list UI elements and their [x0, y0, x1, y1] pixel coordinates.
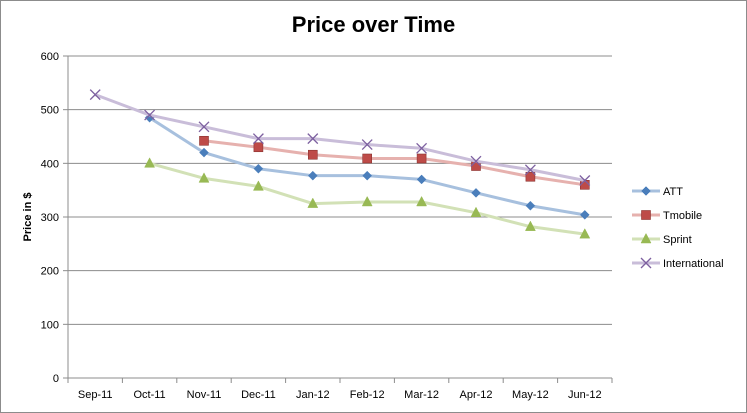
y-tick-label: 100 — [41, 319, 59, 331]
x-tick-label: Nov-11 — [187, 389, 222, 401]
data-point-tmobile — [307, 149, 318, 160]
data-point-international — [307, 133, 319, 145]
data-point-att — [579, 209, 590, 220]
data-point-att — [362, 170, 373, 181]
series-group — [89, 89, 591, 239]
series-tmobile — [199, 135, 590, 190]
legend-item-tmobile: Tmobile — [632, 210, 702, 222]
series-line-international — [94, 93, 586, 182]
data-point-tmobile — [253, 142, 264, 153]
x-tick-label: May-12 — [512, 389, 549, 401]
data-point-international — [416, 142, 428, 154]
y-tick-label: 0 — [53, 373, 59, 385]
series-international — [89, 89, 591, 186]
legend-marker — [641, 210, 651, 220]
data-point-international — [361, 139, 373, 151]
y-tick-label: 300 — [41, 212, 59, 224]
legend-label: Tmobile — [663, 210, 702, 222]
legend: ATT Tmobile Sprint International — [632, 186, 724, 270]
data-point-att — [471, 187, 481, 198]
chart-title: Price over Time — [291, 12, 456, 37]
x-tick-label: Mar-12 — [404, 389, 439, 401]
data-point-international — [252, 133, 264, 145]
data-point-att — [253, 163, 264, 174]
y-tick-labels: 0 100 200 300 400 500 600 — [41, 51, 59, 385]
axes — [63, 55, 613, 383]
data-point-international — [144, 109, 156, 121]
y-tick-label: 600 — [41, 51, 59, 63]
legend-label: International — [663, 258, 724, 270]
legend-item-att: ATT — [632, 186, 683, 198]
data-point-tmobile — [199, 135, 209, 146]
x-tick-label: Sep-11 — [78, 389, 113, 401]
series-line-tmobile — [203, 139, 586, 187]
y-tick-label: 500 — [41, 105, 59, 117]
data-point-sprint — [416, 195, 428, 207]
data-point-sprint — [361, 195, 373, 207]
x-tick-label: Feb-12 — [350, 389, 385, 401]
data-point-att — [199, 147, 209, 158]
legend-label: Sprint — [663, 234, 692, 246]
data-point-sprint — [470, 206, 482, 217]
legend-label: ATT — [663, 186, 683, 198]
x-tick-label: Oct-11 — [133, 389, 165, 401]
data-point-international — [579, 175, 591, 186]
data-point-att — [525, 200, 536, 211]
data-point-sprint — [524, 220, 536, 231]
y-axis-label: Price in $ — [22, 193, 34, 242]
y-tick-label: 200 — [41, 266, 59, 278]
x-tick-label: Dec-11 — [241, 389, 276, 401]
data-point-sprint — [579, 228, 591, 239]
x-tick-label: Jan-12 — [296, 389, 330, 401]
series-sprint — [144, 157, 591, 239]
data-point-international — [89, 89, 101, 101]
data-point-sprint — [198, 172, 210, 183]
legend-marker — [640, 257, 652, 269]
legend-item-sprint: Sprint — [632, 232, 692, 246]
data-point-sprint — [307, 197, 319, 208]
data-point-international — [198, 121, 210, 133]
series-att — [144, 112, 590, 220]
x-tick-label: Apr-12 — [459, 389, 492, 401]
data-point-att — [416, 174, 427, 185]
data-point-sprint — [252, 180, 264, 191]
data-point-att — [307, 170, 318, 181]
data-point-tmobile — [416, 153, 427, 164]
legend-marker — [641, 186, 651, 196]
gridlines — [68, 55, 612, 325]
legend-item-international: International — [632, 257, 724, 270]
y-tick-label: 400 — [41, 158, 59, 170]
data-point-tmobile — [525, 171, 536, 182]
data-point-international — [470, 155, 482, 167]
x-tick-label: Jun-12 — [568, 389, 602, 401]
data-point-sprint — [144, 157, 156, 168]
legend-marker — [640, 232, 652, 244]
data-point-tmobile — [362, 153, 373, 164]
data-point-international — [524, 164, 536, 176]
x-tick-labels: Sep-11 Oct-11 Nov-11 Dec-11 Jan-12 Feb-12 Mar-… — [78, 389, 602, 401]
data-point-tmobile — [579, 180, 590, 190]
